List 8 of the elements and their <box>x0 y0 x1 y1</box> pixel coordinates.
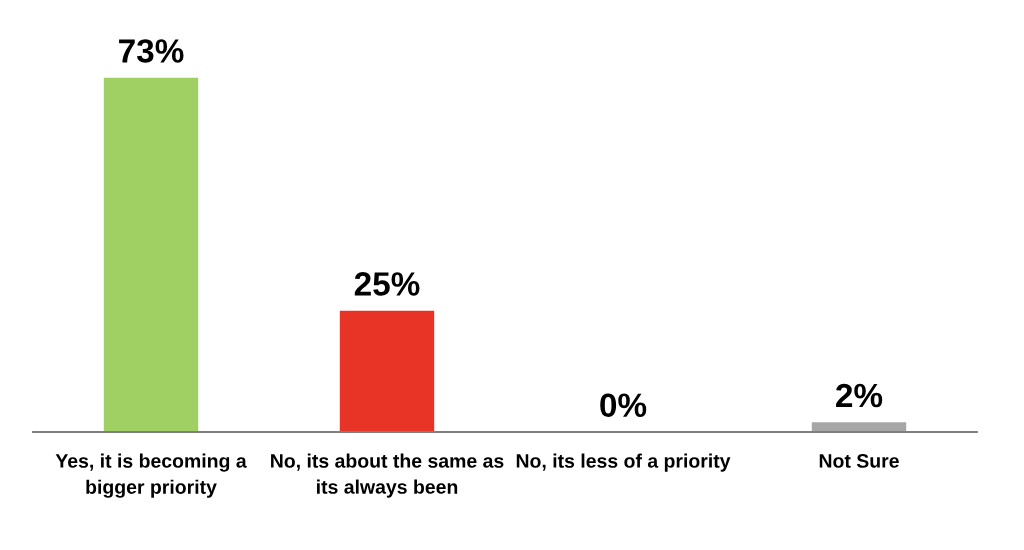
x-tick-label: No, its about the same as its always been <box>271 453 504 498</box>
data-label: 2% <box>836 383 883 408</box>
x-tick-label: Not Sure <box>819 454 899 468</box>
data-label: 25% <box>354 272 420 296</box>
x-tick-label: Yes, it is becoming a bigger priority <box>55 453 247 498</box>
data-label: 0% <box>600 393 647 418</box>
data-label: 73% <box>119 39 184 63</box>
x-tick-label: No, its less of a priority <box>516 453 731 472</box>
